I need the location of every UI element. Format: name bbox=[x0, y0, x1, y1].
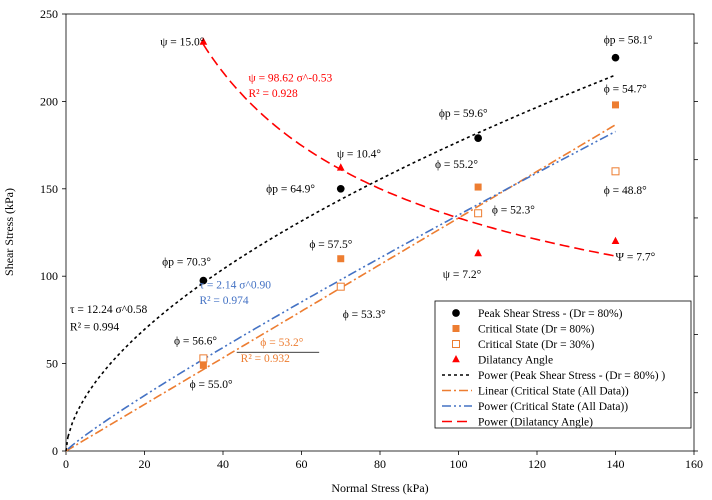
y-tick-label: 0 bbox=[52, 444, 58, 458]
chart-annotation: ϕ = 53.2° bbox=[260, 337, 303, 349]
legend-label: Linear (Critical State (All Data)) bbox=[478, 386, 629, 398]
annotation-layer: ψ = 15.0° ψ = 98.62 σ^-0.53 R² = 0.928 ϕp =… bbox=[70, 35, 656, 391]
chart-annotation: R² = 0.994 bbox=[70, 321, 119, 333]
x-tick-label: 0 bbox=[63, 457, 69, 471]
data-point-circle bbox=[474, 134, 482, 142]
legend-marker bbox=[452, 325, 460, 332]
chart-annotation: ψ = 15.0° bbox=[160, 36, 205, 48]
chart-annotation: τ = 2.14 σ^0.90 bbox=[199, 279, 271, 291]
legend-label: Peak Shear Stress - (Dr = 80%) bbox=[478, 308, 623, 320]
data-point-circle bbox=[199, 276, 208, 285]
chart-annotation: ϕp = 64.9° bbox=[266, 183, 315, 195]
chart-annotation: R² = 0.928 bbox=[249, 88, 298, 100]
legend-label: Dilatancy Angle bbox=[478, 355, 553, 367]
chart-annotation: Ψ = 7.7° bbox=[616, 251, 656, 263]
legend-label: Power (Critical State (All Data)) bbox=[478, 401, 628, 413]
chart-annotation: ϕ = 53.3° bbox=[343, 309, 386, 321]
data-point-square-open bbox=[474, 209, 483, 218]
legend-label: Critical State (Dr = 30%) bbox=[478, 339, 595, 351]
data-point-circle bbox=[336, 184, 345, 193]
x-tick-label: 140 bbox=[607, 457, 625, 471]
legend-marker bbox=[452, 354, 460, 363]
chart-annotation: ϕ = 48.8° bbox=[604, 185, 647, 197]
legend-marker bbox=[452, 309, 460, 317]
x-tick-label: 120 bbox=[528, 457, 546, 471]
tick-layer: 0 20 40 60 80 100 120 140 160 0 50 100 150 200 250 bbox=[40, 7, 703, 471]
legend-label: Critical State (Dr = 80%) bbox=[478, 324, 595, 336]
chart-annotation: ψ = 10.4° bbox=[337, 148, 382, 160]
data-point-square-open bbox=[611, 167, 620, 176]
trendline-power bbox=[67, 74, 616, 437]
chart-annotation: ψ = 98.62 σ^-0.53 bbox=[249, 72, 333, 84]
y-axis-label: Shear Stress (kPa) bbox=[2, 188, 16, 276]
x-tick-label: 100 bbox=[450, 457, 468, 471]
x-tick-label: 20 bbox=[139, 457, 151, 471]
x-axis-label: Normal Stress (kPa) bbox=[331, 481, 428, 495]
legend-marker bbox=[452, 340, 460, 348]
data-point-square-filled bbox=[199, 361, 207, 369]
legend: Peak Shear Stress - (Dr = 80%) Critical S… bbox=[434, 300, 692, 429]
trendline-power bbox=[67, 130, 616, 450]
legend-label: Power (Dilatancy Angle) bbox=[478, 417, 593, 429]
chart-annotation: ϕ = 52.3° bbox=[492, 204, 535, 216]
y-tick-label: 100 bbox=[40, 269, 58, 283]
chart-annotation: ψ = 7.2° bbox=[443, 269, 482, 281]
chart-annotation: ϕp = 70.3° bbox=[162, 257, 211, 269]
data-point-triangle bbox=[611, 236, 620, 245]
data-point-triangle bbox=[474, 248, 482, 257]
y-tick-label: 150 bbox=[40, 182, 58, 196]
data-point-circle bbox=[611, 53, 620, 62]
legend-label: Power (Peak Shear Stress - (Dr = 80%) ) bbox=[478, 370, 665, 382]
chart-annotation: ϕ = 55.0° bbox=[190, 379, 233, 391]
chart-annotation: ϕp = 58.1° bbox=[604, 35, 653, 47]
x-tick-label: 80 bbox=[374, 457, 386, 471]
data-point-square-open bbox=[199, 354, 208, 363]
y-tick-label: 250 bbox=[40, 7, 58, 21]
data-point-square-open bbox=[336, 282, 345, 291]
data-point-triangle bbox=[199, 37, 208, 45]
chart-annotation: τ = 12.24 σ^0.58 bbox=[70, 304, 148, 316]
trendline-power bbox=[202, 44, 616, 257]
chart-annotation: ϕ = 56.6° bbox=[174, 335, 217, 347]
x-tick-label: 60 bbox=[296, 457, 308, 471]
data-point-triangle bbox=[336, 163, 345, 171]
data-point-layer bbox=[199, 37, 620, 369]
data-point-square-filled bbox=[612, 101, 619, 109]
y-tick-label: 200 bbox=[40, 94, 58, 108]
chart-annotation: R² = 0.932 bbox=[241, 353, 290, 365]
data-point-square-filled bbox=[474, 183, 482, 191]
chart-annotation: ϕ = 54.7° bbox=[604, 84, 647, 96]
chart-annotation: ϕp = 59.6° bbox=[439, 108, 488, 120]
x-tick-label: 40 bbox=[217, 457, 229, 471]
legend-box bbox=[434, 300, 692, 429]
trendline-origin-segment bbox=[65, 436, 69, 452]
y-tick-label: 50 bbox=[46, 357, 58, 371]
data-point-square-filled bbox=[337, 255, 345, 263]
chart-annotation: R² = 0.974 bbox=[199, 295, 248, 307]
chart-annotation: ϕ = 55.2° bbox=[435, 159, 478, 171]
legend-items: Peak Shear Stress - (Dr = 80%) Critical S… bbox=[442, 308, 665, 429]
chart-annotation: ϕ = 57.5° bbox=[309, 239, 352, 251]
x-tick-label: 160 bbox=[685, 457, 703, 471]
